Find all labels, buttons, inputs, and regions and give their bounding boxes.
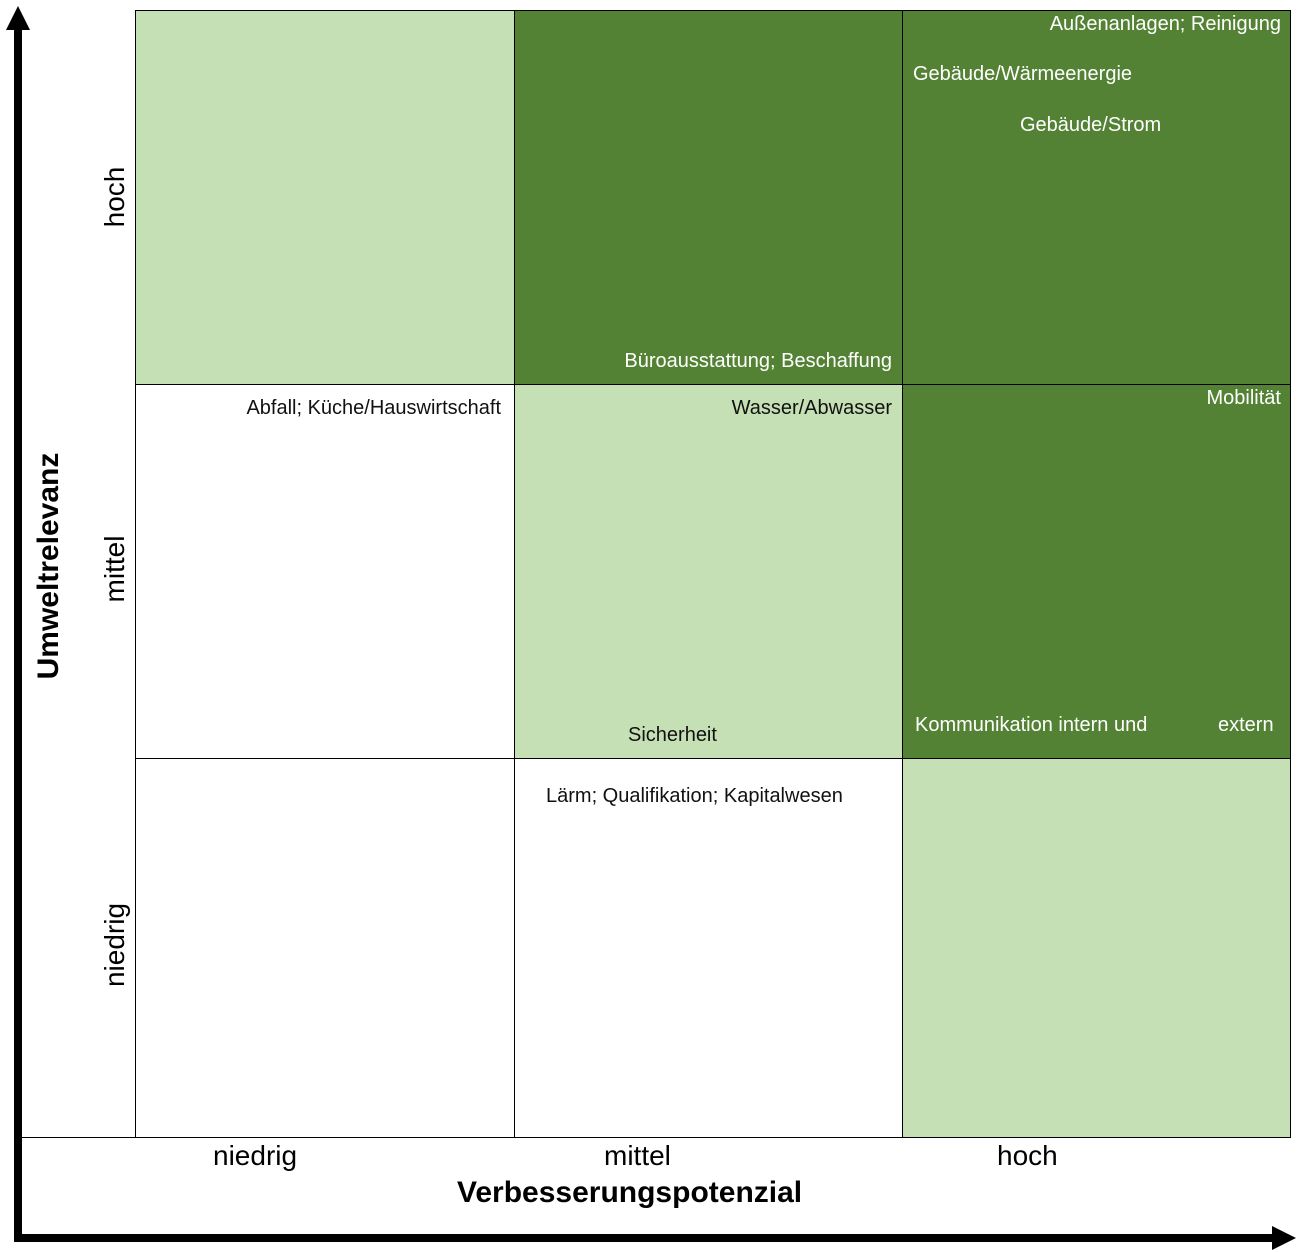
item-gebaeude-strom: Gebäude/Strom [1020, 114, 1162, 136]
item-laerm: Lärm; Qualifikation; Kapitalwesen [546, 785, 843, 807]
item-aussenanlagen: Außenanlagen; Reinigung [1049, 13, 1281, 35]
item-wasser: Wasser/Abwasser [731, 397, 892, 419]
item-bueroausstattung: Büroausstattung; Beschaffung [624, 350, 892, 372]
cell-niedrig-niedrig [135, 758, 515, 1138]
cell-hoch-niedrig [135, 10, 515, 385]
cell-mittel-mittel [514, 384, 903, 759]
item-gebaeude-waerme: Gebäude/Wärmeenergie [913, 63, 1133, 85]
x-axis-title: Verbesserungspotenzial [457, 1176, 803, 1209]
item-kommunikation: Kommunikation intern und [915, 714, 1148, 736]
cell-hoch-mittel [514, 10, 903, 385]
cell-hoch-hoch [902, 10, 1291, 385]
cell-mittel-hoch [902, 384, 1291, 759]
y-axis-arrow-icon [6, 6, 30, 30]
item-sicherheit: Sicherheit [628, 724, 717, 746]
item-mobilitaet: Mobilität [1206, 387, 1281, 409]
y-tick-hoch: hoch [99, 166, 130, 228]
cell-niedrig-mittel [514, 758, 903, 1138]
x-tick-mittel: mittel [604, 1140, 671, 1171]
y-axis-title: Umweltrelevanz [32, 452, 65, 680]
y-tick-niedrig: niedrig [99, 902, 130, 988]
y-axis-line [14, 22, 22, 1242]
cell-mittel-niedrig [135, 384, 515, 759]
cell-niedrig-hoch [902, 758, 1291, 1138]
x-tick-niedrig: niedrig [213, 1140, 298, 1171]
item-kommunikation-extern: extern [1218, 714, 1274, 736]
x-axis-arrow-icon [1272, 1226, 1296, 1250]
x-tick-hoch: hoch [997, 1140, 1058, 1171]
y-tick-mittel: mittel [99, 535, 130, 603]
item-abfall: Abfall; Küche/Hauswirtschaft [246, 397, 501, 419]
x-axis-line [14, 1234, 1276, 1242]
